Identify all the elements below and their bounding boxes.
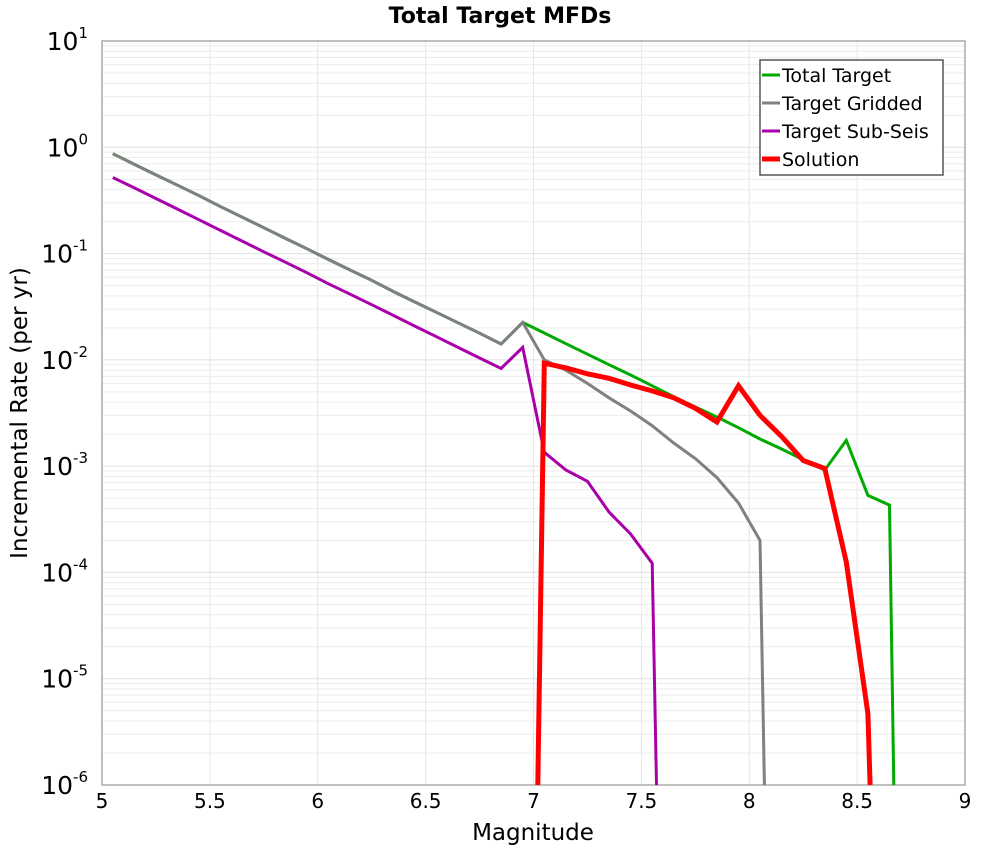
x-tick-label: 6.5 <box>410 789 442 813</box>
y-axis-ticks: 101 100 10-1 10-2 10-3 10-4 10-5 10-6 <box>41 24 88 800</box>
x-tick-label: 7.5 <box>625 789 657 813</box>
y-tick-label: 10-3 <box>41 449 88 481</box>
legend-label: Solution <box>782 149 859 171</box>
x-tick-label: 8.5 <box>841 789 873 813</box>
series-target-sub-seis <box>112 176 658 786</box>
x-axis-label: Magnitude <box>472 820 594 846</box>
y-tick-label: 101 <box>47 24 88 56</box>
series-solution <box>535 360 873 786</box>
chart-title: Total Target MFDs <box>389 4 612 29</box>
y-tick-label: 10-4 <box>41 555 88 587</box>
legend-label: Total Target <box>781 65 891 87</box>
legend: Total Target Target Gridded Target Sub-Sei… <box>759 59 944 176</box>
x-tick-label: 9 <box>959 789 972 813</box>
y-tick-label: 10-5 <box>41 662 88 694</box>
x-tick-label: 5 <box>96 789 109 813</box>
x-tick-label: 5.5 <box>194 789 226 813</box>
y-axis-label: Incremental Rate (per yr) <box>7 267 33 559</box>
series-target-gridded <box>112 152 766 786</box>
x-axis-ticks: 5 5.5 6 6.5 7 7.5 8 8.5 9 <box>96 789 972 813</box>
x-tick-label: 7 <box>527 789 540 813</box>
y-tick-label: 10-6 <box>41 768 88 800</box>
x-tick-label: 8 <box>743 789 756 813</box>
x-tick-label: 6 <box>311 789 324 813</box>
y-tick-label: 10-1 <box>41 237 88 269</box>
plot-frame <box>101 40 966 786</box>
y-tick-label: 100 <box>47 130 88 162</box>
legend-label: Target Gridded <box>781 93 923 115</box>
series-total-target <box>112 152 896 786</box>
legend-box <box>759 59 944 176</box>
y-tick-label: 10-2 <box>41 343 88 375</box>
legend-label: Target Sub-Seis <box>781 121 929 143</box>
series-lines <box>112 152 896 786</box>
grid-lines <box>101 41 966 786</box>
